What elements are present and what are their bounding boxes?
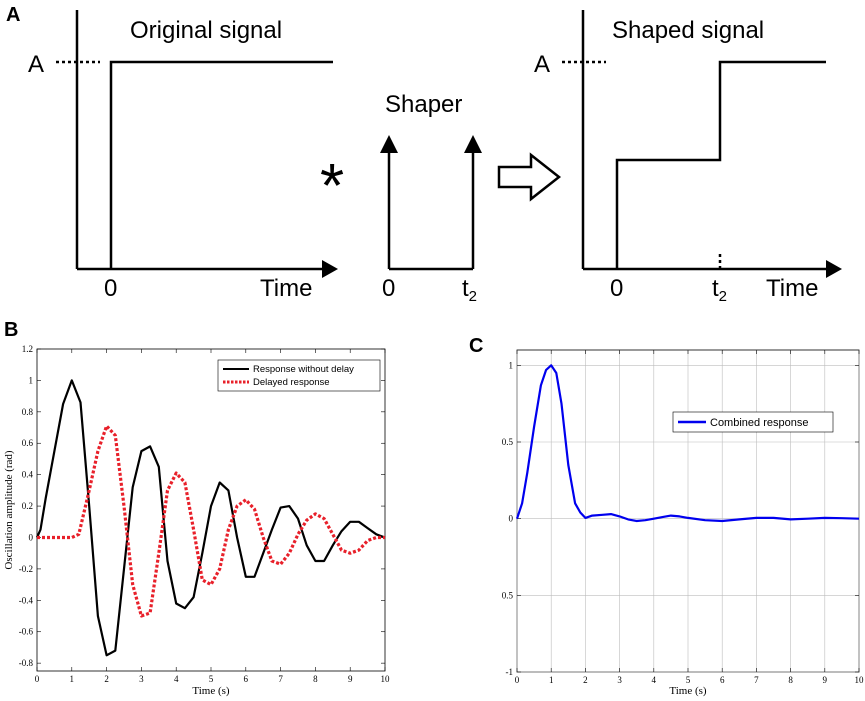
chart-c-xtick-label: 7 [754,675,759,685]
chart-c-xtick-label: 1 [549,675,554,685]
chart-b-xlabel: Time (s) [192,685,230,697]
chart-b-ytick-label: -0.6 [19,627,34,637]
chart-c-ytick-label: 0.5 [502,437,514,447]
chart-c-series [515,364,860,523]
shaped-amplitude-label: A [534,51,550,78]
original-zero-label: 0 [104,275,117,302]
chart-b: B 0 1 2 3 4 5 6 7 8 9 10 -0.8 -0.6 -0.4 -0.2 0 0.2 0.4 0.6… [3,319,390,697]
chart-c-xtick-label: 0 [515,675,520,685]
chart-c-legend: Combined response [672,411,834,433]
shaper-t2-label: t2 [462,275,477,305]
legend-label-delayed-response: Delayed response [253,377,330,388]
shaped-zero-label: 0 [610,275,623,302]
convolution-symbol: * [320,152,344,221]
panel-b-letter: B [4,319,18,341]
chart-c-series-combined-response [515,364,860,523]
shaper-diagram: Shaper 0 t2 [380,91,482,305]
chart-b-ytick-label: -0.8 [19,658,34,668]
shaped-x-arrow [826,260,842,278]
chart-c-grid [516,350,860,673]
chart-b-ytick-label: -0.4 [19,595,34,605]
chart-b-xtick-label: 2 [104,674,109,684]
chart-b-ytick-label: 0.6 [22,438,34,448]
original-title: Original signal [130,17,282,44]
chart-b-xtick-label: 8 [313,674,318,684]
chart-b-legend: Response without delay Delayed response [217,359,381,392]
chart-b-ytick-label: 0 [29,532,34,542]
shaper-title: Shaper [385,91,462,118]
shaped-title: Shaped signal [612,17,764,44]
chart-c-xtick-label: 8 [788,675,793,685]
chart-b-ytick-label: 1.2 [22,344,33,354]
panel-c-letter: C [469,335,483,357]
chart-b-axes: 0 1 2 3 4 5 6 7 8 9 10 -0.8 -0.6 -0.4 -0.2 0 0.2 0.4 0.6 0.… [19,344,390,684]
legend-label-response-without-delay: Response without delay [253,364,354,375]
shaper-zero-label: 0 [382,275,395,302]
chart-c-xtick-label: 4 [652,675,657,685]
original-time-label: Time [260,275,312,302]
panel-a: A Original signal A 0 Time * Shaper 0 t2 [6,4,842,305]
chart-c-xtick-label: 9 [823,675,828,685]
chart-c-xtick-label: 10 [855,675,865,685]
shaper-impulse-2-head [464,135,482,153]
chart-b-legend-box [217,359,381,392]
chart-b-ytick-label: 0.4 [22,470,34,480]
chart-b-xtick-label: 6 [244,674,249,684]
chart-c-xlabel: Time (s) [669,685,707,697]
chart-c-ytick-label: 0.5 [502,590,514,600]
chart-b-series [35,379,386,657]
chart-c-ytick-label: -1 [506,667,514,677]
shaped-t2-label: t2 [712,275,727,305]
shaped-time-label: Time [766,275,818,302]
panel-a-letter: A [6,4,20,26]
original-step-line [109,60,333,269]
chart-c-xtick-label: 5 [686,675,691,685]
shaped-step-line [615,60,826,269]
chart-b-xtick-label: 7 [278,674,283,684]
chart-b-xtick-label: 5 [209,674,214,684]
chart-b-xtick-label: 10 [381,674,391,684]
chart-b-ytick-label: -0.2 [19,564,33,574]
chart-c-ytick-label: 0 [509,514,514,524]
chart-c-xtick-label: 2 [583,675,588,685]
chart-c: C 0 1 2 3 4 5 6 7 8 9 10 -1 0.5 0 0.5 1 Time (s) Combin… [469,335,864,697]
shaped-signal-diagram: Shaped signal A 0 t2 Time [534,10,842,305]
chart-c-legend-box [672,411,834,433]
chart-c-axes: 0 1 2 3 4 5 6 7 8 9 10 -1 0.5 0 0.5 1 [502,350,864,685]
chart-b-xtick-label: 9 [348,674,353,684]
chart-c-ytick-label: 1 [509,360,514,370]
chart-b-xtick-label: 1 [70,674,75,684]
chart-c-xtick-label: 3 [617,675,622,685]
original-amplitude-label: A [28,51,44,78]
shaper-impulse-1-head [380,135,398,153]
chart-b-ytick-label: 0.8 [22,407,34,417]
chart-c-xtick-label: 6 [720,675,725,685]
chart-b-xtick-label: 0 [35,674,40,684]
chart-b-series-response-without-delay [35,379,386,657]
chart-b-xtick-label: 4 [174,674,179,684]
chart-b-ytick-label: 1 [29,375,34,385]
chart-b-ytick-label: 0.2 [22,501,33,511]
legend-label-combined-response: Combined response [710,417,808,429]
original-signal-diagram: Original signal A 0 Time [28,10,338,302]
original-x-arrow [322,260,338,278]
chart-b-series-delayed-response [37,424,385,618]
chart-b-ylabel: Oscillation amplitude (rad) [3,450,15,569]
chart-b-xtick-label: 3 [139,674,144,684]
result-arrow [497,152,562,202]
